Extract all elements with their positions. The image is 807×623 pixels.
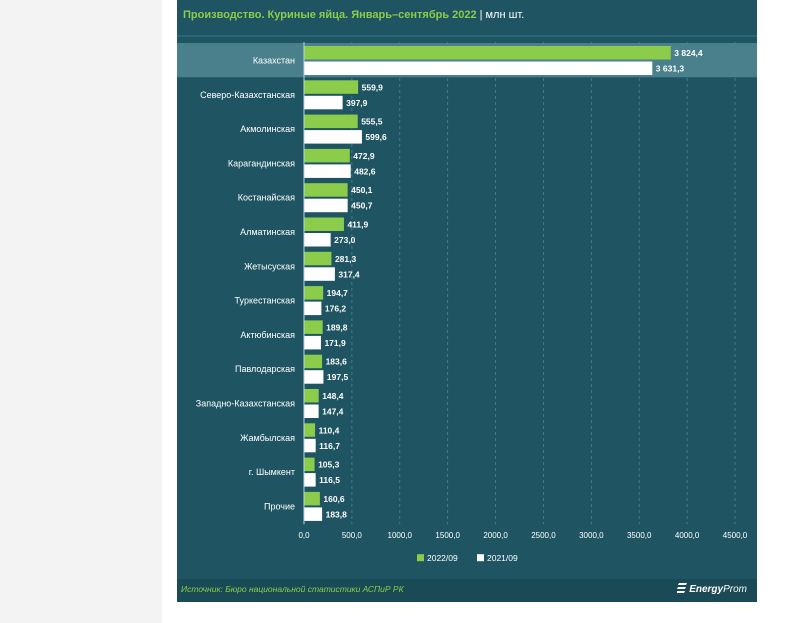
category-label: г. Шымкент <box>249 467 295 477</box>
legend-swatch <box>417 554 424 562</box>
category-label: Казахстан <box>253 56 295 66</box>
bar-2022-09 <box>304 183 348 197</box>
data-label: 147,4 <box>322 407 344 417</box>
bar-2021-09 <box>304 507 323 521</box>
category-label: Павлодарская <box>235 364 295 374</box>
bar-2022-09 <box>304 491 320 506</box>
data-label: 116,5 <box>319 475 340 485</box>
bar-2021-09 <box>304 370 324 384</box>
data-label: 397,9 <box>346 98 368 108</box>
data-label: 555,5 <box>361 117 383 127</box>
source-note: Источник: Бюро национальной статистики А… <box>181 584 404 594</box>
category-label: Акмолинская <box>240 124 295 134</box>
category-label: Западно-Казахстанская <box>196 399 295 409</box>
data-label: 105,3 <box>318 460 340 470</box>
data-label: 171,9 <box>324 338 346 348</box>
x-tick-label: 2000,0 <box>483 531 508 540</box>
bar-2022-09 <box>304 457 315 472</box>
x-tick-label: 2500,0 <box>531 531 556 540</box>
data-label: 559,9 <box>362 82 384 92</box>
category-label: Алматинская <box>240 227 295 237</box>
data-label: 183,6 <box>326 357 348 367</box>
bar-2021-09 <box>304 130 362 144</box>
bar-2021-09 <box>304 95 343 110</box>
category-label: Прочие <box>264 501 295 511</box>
bar-2021-09 <box>304 301 322 316</box>
category-label: Актюбинская <box>240 330 295 340</box>
data-label: 160,6 <box>323 494 345 504</box>
data-label: 116,7 <box>319 441 340 451</box>
legend-label: 2021/09 <box>487 553 518 563</box>
category-label: Туркестанская <box>235 296 296 306</box>
data-label: 472,9 <box>353 151 375 161</box>
bar-2022-09 <box>304 217 344 231</box>
category-label: Карагандинская <box>228 158 295 168</box>
page-side-strip <box>0 0 162 623</box>
chart-footer: Источник: Бюро национальной статистики А… <box>177 579 757 602</box>
bar-2022-09 <box>304 423 316 437</box>
data-label: 148,4 <box>322 391 344 401</box>
data-label: 194,7 <box>327 288 349 298</box>
bar-chart: Казахстан 3 824,4 3 631,3 Северо-Казахстанс… <box>177 42 757 563</box>
chart-title-separator: | <box>479 9 483 21</box>
data-label: 3 631,3 <box>656 64 685 74</box>
bar-2021-09 <box>304 404 319 418</box>
bar-2022-09 <box>304 286 324 300</box>
bar-2021-09 <box>304 267 335 281</box>
bar-2022-09 <box>304 389 319 403</box>
x-tick-label: 500,0 <box>342 531 363 540</box>
bar-2022-09 <box>304 114 358 129</box>
brand-logo: EnergyProm <box>677 583 747 595</box>
x-tick-label: 0,0 <box>298 531 310 540</box>
data-label: 110,4 <box>319 425 340 435</box>
data-label: 183,8 <box>326 509 348 519</box>
category-label: Жамбылская <box>240 433 295 443</box>
bar-2021-09 <box>304 335 321 350</box>
bar-2021-09 <box>304 198 348 213</box>
data-label: 317,4 <box>338 269 360 279</box>
bar-2022-09 <box>304 354 323 369</box>
brand-name-bold: Energy <box>689 584 724 595</box>
data-label: 189,8 <box>326 322 348 332</box>
data-label: 482,6 <box>354 166 376 176</box>
bar-2021-09 <box>304 61 653 75</box>
chart-title-main: Производство. Куриные яйца. Январь–сентя… <box>183 9 477 21</box>
bar-2021-09 <box>304 164 351 178</box>
bar-2021-09 <box>304 233 331 247</box>
category-label: Северо-Казахстанская <box>200 90 295 100</box>
bar-2022-09 <box>304 80 359 94</box>
chart-title: Производство. Куриные яйца. Январь–сентя… <box>183 9 524 27</box>
x-tick-label: 4000,0 <box>675 531 700 540</box>
title-divider <box>177 35 757 37</box>
bar-2022-09 <box>304 46 671 60</box>
data-label: 281,3 <box>335 254 357 264</box>
chart-card: Производство. Куриные яйца. Январь–сентя… <box>177 0 757 602</box>
data-label: 3 824,4 <box>674 48 703 58</box>
data-label: 176,2 <box>325 304 347 314</box>
chart-title-unit: млн шт. <box>485 9 525 21</box>
data-label: 273,0 <box>334 235 356 245</box>
legend-label: 2022/09 <box>427 553 458 563</box>
x-tick-label: 3500,0 <box>627 531 652 540</box>
data-label: 599,6 <box>365 132 387 142</box>
data-label: 450,7 <box>351 201 373 211</box>
bar-2022-09 <box>304 320 323 334</box>
bar-2022-09 <box>304 148 350 163</box>
data-label: 197,5 <box>327 372 349 382</box>
bar-2021-09 <box>304 473 316 487</box>
legend-swatch <box>477 554 484 562</box>
category-label: Жетысуская <box>244 261 295 271</box>
data-label: 450,1 <box>351 185 373 195</box>
x-tick-label: 4500,0 <box>723 531 748 540</box>
bar-2022-09 <box>304 251 332 266</box>
energyprom-logo-icon <box>677 583 688 593</box>
data-label: 411,9 <box>347 220 368 230</box>
category-label: Костанайская <box>238 193 295 203</box>
x-tick-label: 1000,0 <box>388 531 413 540</box>
x-tick-label: 1500,0 <box>435 531 460 540</box>
bar-2021-09 <box>304 438 316 453</box>
brand-name-light: Prom <box>723 584 747 595</box>
x-tick-label: 3000,0 <box>579 531 604 540</box>
